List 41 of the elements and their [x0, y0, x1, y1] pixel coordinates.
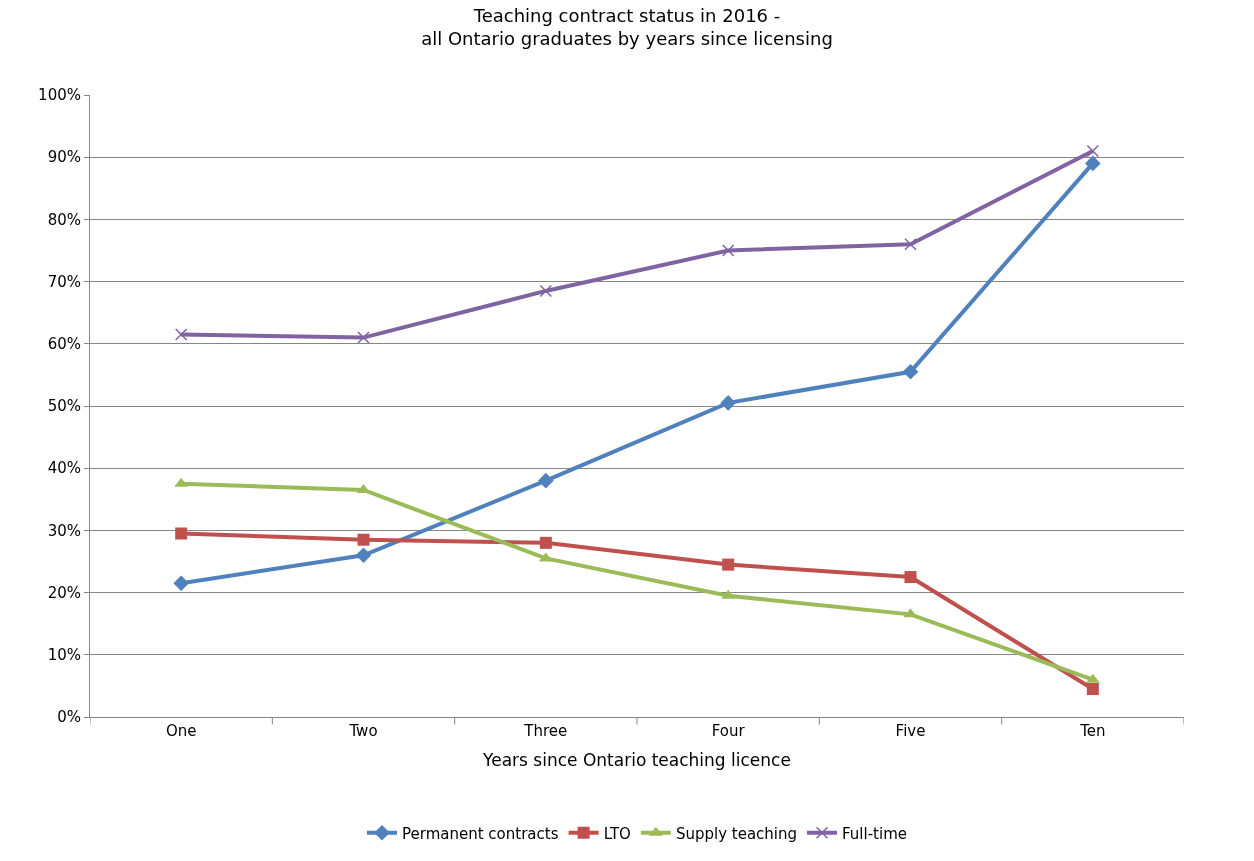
y-tick-label: 100%: [38, 86, 81, 105]
legend-label: Permanent contracts: [402, 824, 559, 843]
point: [1086, 144, 1100, 158]
point: [904, 238, 917, 251]
y-tick-label: 0%: [57, 708, 81, 727]
x-tick-label: Ten: [1079, 722, 1106, 740]
point: [357, 533, 370, 546]
legend-label: Supply teaching: [675, 824, 798, 843]
y-tick-label: 30%: [47, 521, 81, 540]
point: [355, 547, 372, 564]
x-tick-label: Two: [348, 722, 378, 740]
point: [173, 575, 189, 592]
chart-title: Teaching contract status in 2016 - all Ontario graduates by years since licensing: [421, 4, 833, 49]
y-tick-label: 80%: [47, 210, 81, 229]
y-tick-label: 70%: [47, 272, 81, 291]
y-tick-label: 40%: [47, 459, 81, 478]
point: [174, 328, 188, 341]
x-tick-label: Three: [523, 722, 568, 740]
y-tick-label: 20%: [47, 583, 81, 602]
point: [904, 571, 917, 584]
y-tick-label: 10%: [47, 646, 81, 665]
point: [538, 472, 554, 489]
point: [357, 331, 370, 344]
x-tick-label: Five: [895, 722, 926, 740]
point: [722, 558, 735, 571]
x-tick-label: Four: [711, 722, 746, 740]
y-tick-label: 50%: [47, 397, 81, 416]
point: [1085, 155, 1101, 172]
point: [720, 395, 736, 411]
point: [902, 363, 919, 380]
y-tick-label: 60%: [47, 335, 81, 354]
legend-label: Full-time: [842, 824, 907, 843]
point: [175, 527, 188, 540]
point: [539, 284, 553, 298]
legend-label: LTO: [603, 824, 631, 843]
x-tick-label: One: [165, 722, 197, 740]
y-tick-label: 90%: [47, 148, 81, 167]
point: [539, 536, 552, 549]
x-axis-title: Years since Ontario teaching licence: [482, 750, 791, 771]
point: [721, 244, 735, 257]
point: [1086, 683, 1099, 696]
